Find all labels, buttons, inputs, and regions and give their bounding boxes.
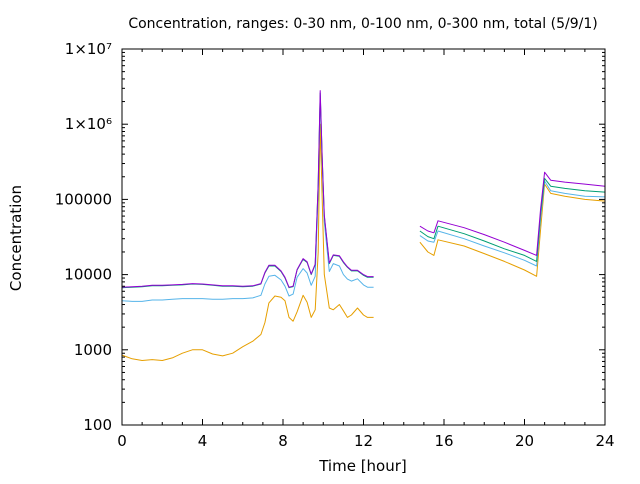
x-tick-label: 20 — [515, 432, 534, 450]
y-tick-label: 10000 — [64, 266, 112, 284]
x-tick-label: 0 — [117, 432, 127, 450]
chart-title: Concentration, ranges: 0-30 nm, 0-100 nm… — [128, 16, 597, 32]
x-tick-label: 12 — [354, 432, 373, 450]
x-tick-label: 8 — [278, 432, 288, 450]
x-tick-label: 4 — [198, 432, 208, 450]
tick-layer: 0 4 8 12 16 20 24 100 1000 10000 100000 1×10⁶ 1×10⁷ — [55, 40, 615, 450]
y-axis-label: Concentration — [7, 185, 25, 291]
series-line-3 — [121, 92, 606, 289]
y-tick-label: 100 — [83, 416, 112, 434]
x-tick-label: 16 — [434, 432, 453, 450]
y-tick-label: 1000 — [74, 341, 112, 359]
plot-frame — [121, 48, 606, 426]
x-tick-label: 24 — [595, 432, 614, 450]
y-tick-label: 1×10⁷ — [65, 40, 112, 58]
series-line-2 — [121, 95, 606, 302]
series-layer — [121, 90, 606, 361]
x-axis-label: Time [hour] — [318, 457, 407, 475]
y-tick-label: 100000 — [55, 190, 112, 208]
y-tick-label: 1×10⁶ — [65, 115, 112, 133]
series-line-1 — [121, 123, 606, 361]
series-line-4 — [121, 90, 606, 288]
